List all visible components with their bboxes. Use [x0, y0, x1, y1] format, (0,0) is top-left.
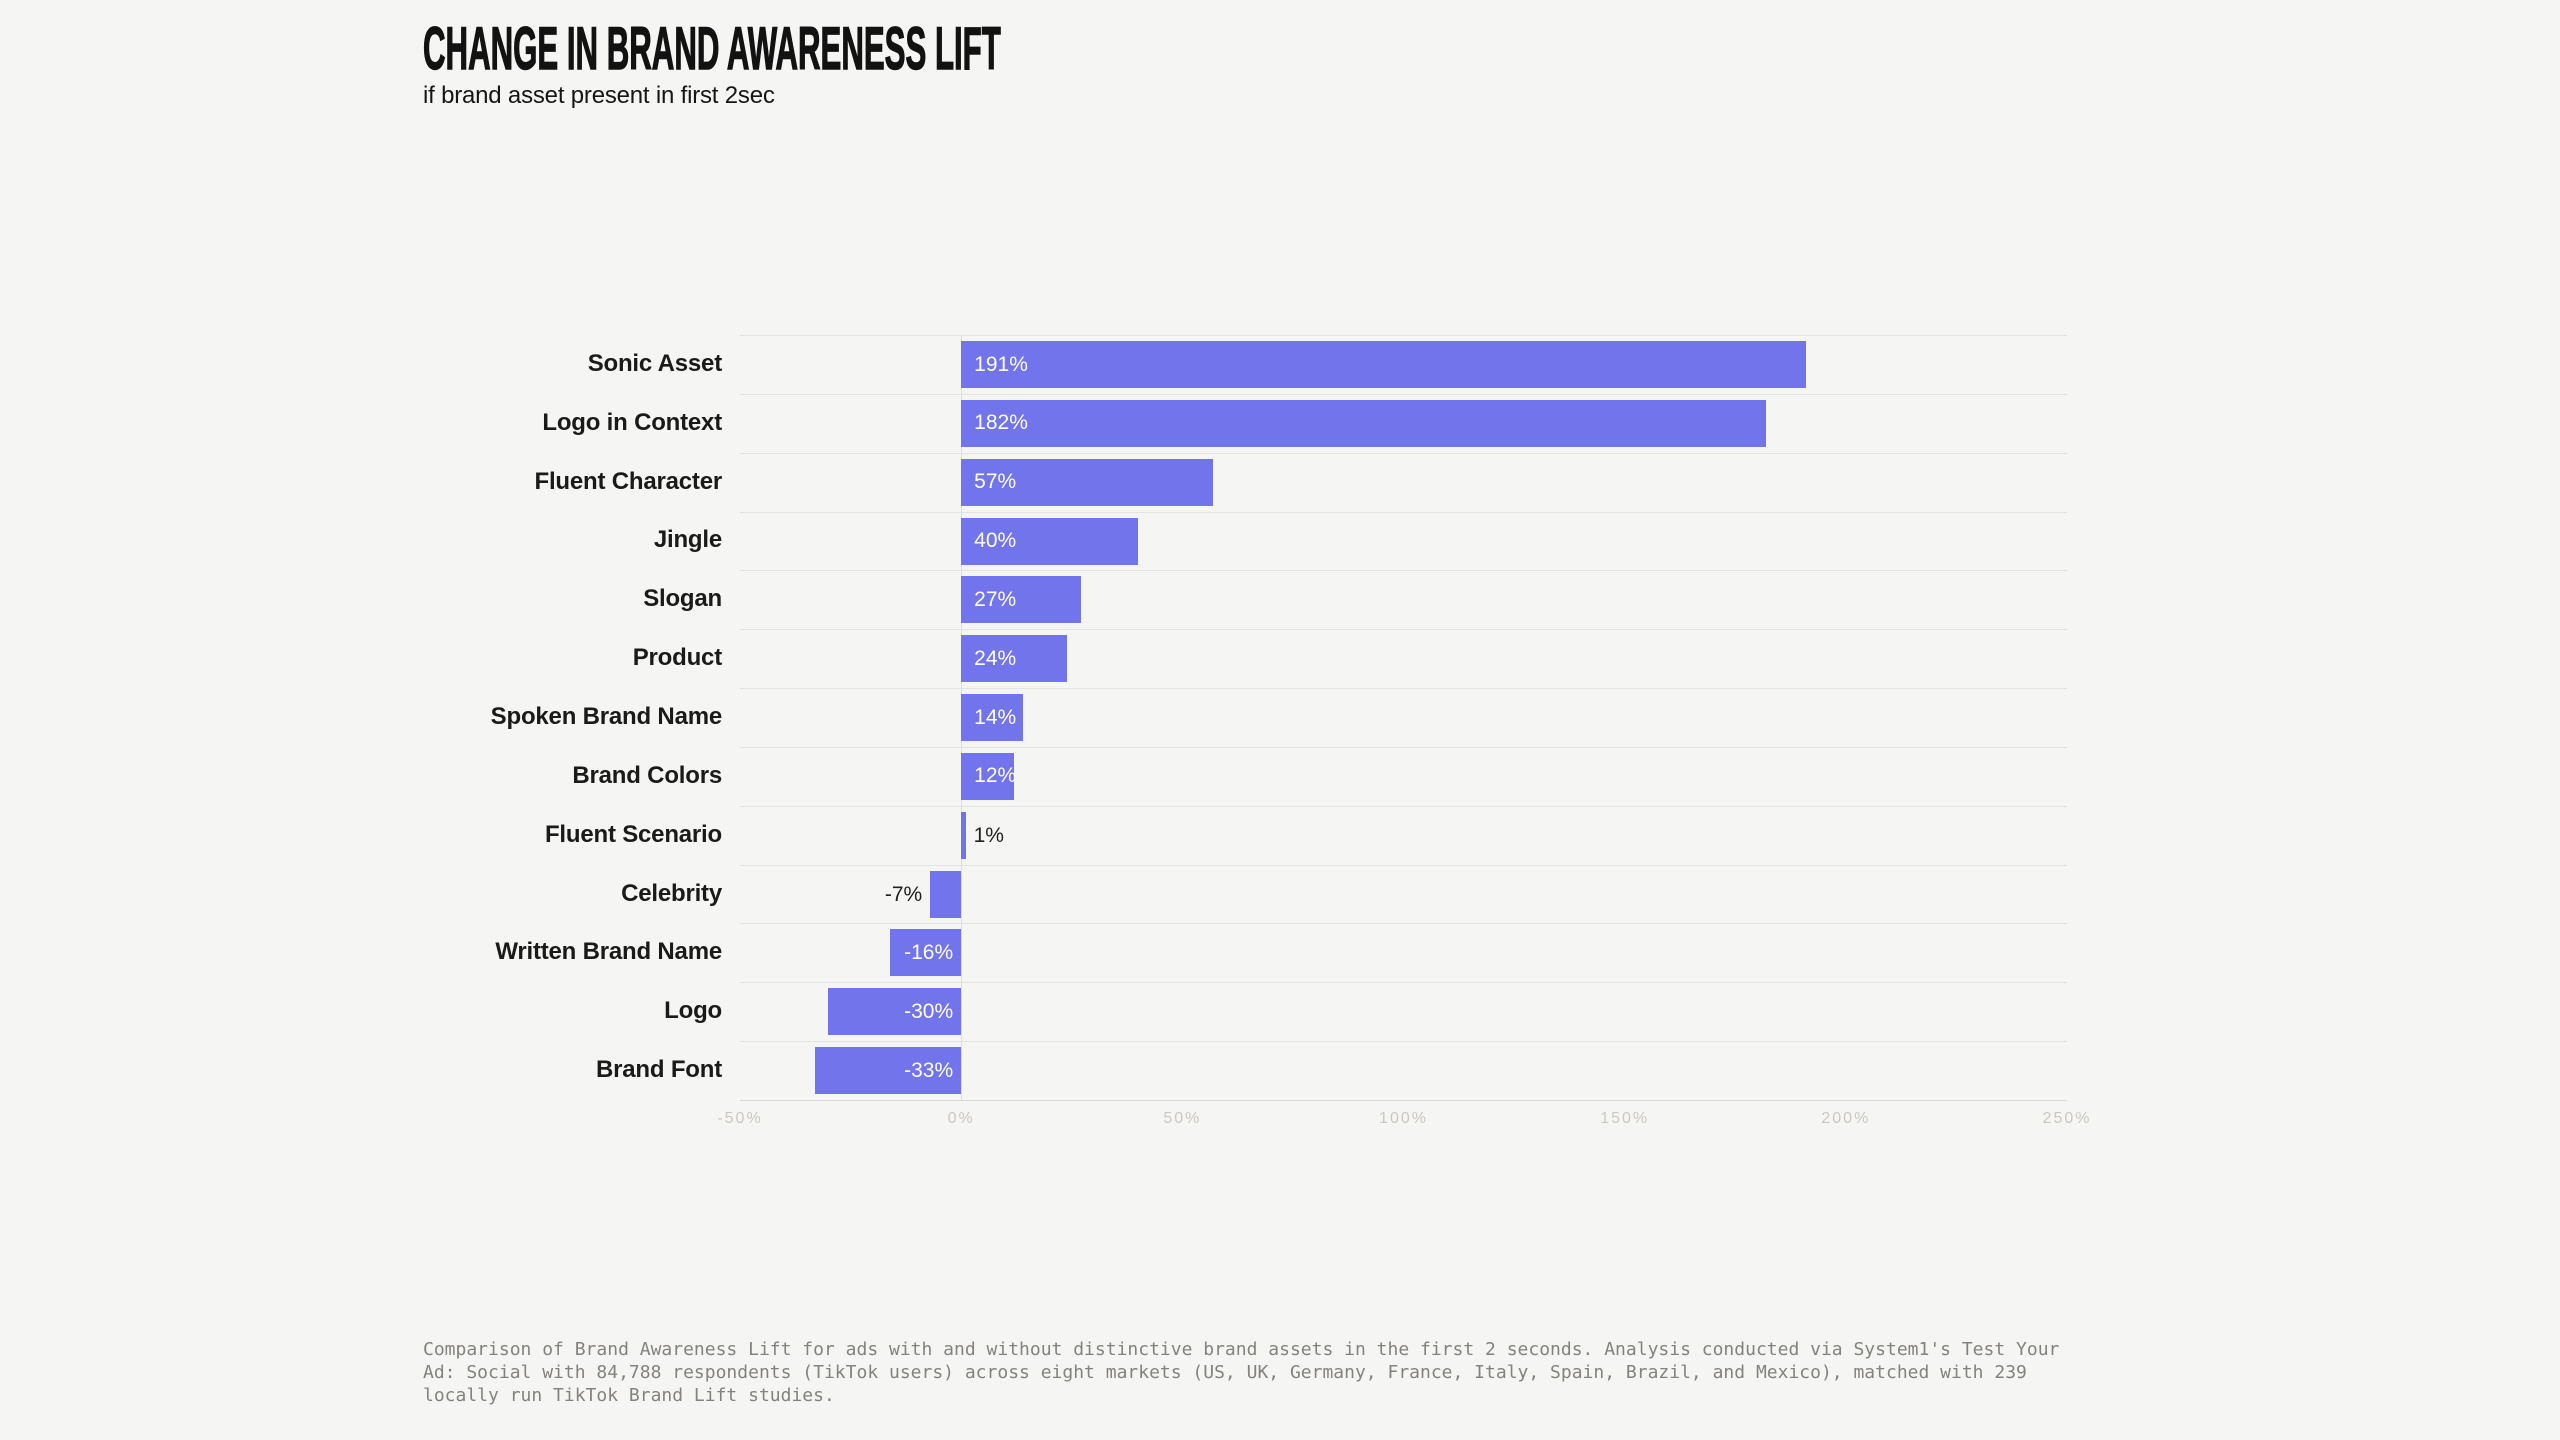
value-label: 191%	[974, 352, 1028, 376]
x-tick-label: 150%	[1600, 1109, 1650, 1127]
category-label: Fluent Scenario	[544, 820, 722, 848]
x-tick-label: 100%	[1379, 1109, 1428, 1127]
category-label: Celebrity	[621, 879, 722, 907]
x-tick-label: -50%	[717, 1109, 763, 1127]
x-tick-label: 50%	[1163, 1109, 1202, 1127]
x-tick-label: 200%	[1821, 1109, 1871, 1127]
value-label: -7%	[884, 882, 923, 906]
row-plot: -7%	[740, 864, 2067, 924]
bar: 57%	[961, 458, 1214, 506]
row-plot: 40%	[740, 511, 2067, 571]
category-label: Brand Colors	[572, 761, 722, 789]
value-label: 40%	[974, 529, 1017, 553]
row-plot: 27%	[740, 570, 2067, 630]
bar: 191%	[961, 341, 1806, 388]
bar: 40%	[961, 517, 1139, 565]
page-subtitle: if brand asset present in first 2sec	[423, 82, 775, 109]
bar	[961, 811, 966, 859]
value-label: 57%	[974, 470, 1017, 494]
value-label: 14%	[974, 705, 1017, 729]
value-label: 1%	[973, 823, 1004, 847]
row-plot: -30%	[740, 982, 2067, 1041]
x-tick-label: 250%	[2042, 1109, 2092, 1127]
category-label: Brand Font	[596, 1056, 722, 1084]
row-plot: 191%	[740, 335, 2067, 394]
category-label: Logo in Context	[542, 408, 722, 436]
bar: 14%	[961, 694, 1024, 742]
bar: 182%	[961, 399, 1767, 447]
row-plot: 14%	[740, 688, 2067, 747]
category-label: Slogan	[643, 585, 722, 613]
category-label: Written Brand Name	[495, 938, 722, 966]
category-label: Jingle	[653, 526, 722, 554]
category-label: Spoken Brand Name	[490, 702, 723, 730]
bar: -16%	[890, 929, 962, 977]
bar: 27%	[961, 576, 1081, 624]
row-plot: 1%	[740, 805, 2067, 865]
bar-chart: Sonic Asset 191% Logo in Context 182% Fluent…	[392, 335, 2089, 1143]
value-label: -33%	[904, 1058, 954, 1082]
value-label: 27%	[974, 587, 1017, 611]
x-axis: -50% 0% 50% 100% 150% 200% 250%	[717, 1099, 2089, 1143]
page-title: CHANGE IN BRAND AWARENESS LIFT	[423, 14, 1002, 82]
value-label: -30%	[904, 999, 954, 1023]
value-label: 24%	[974, 646, 1017, 670]
row-plot: -16%	[740, 923, 2067, 983]
category-label: Logo	[664, 997, 722, 1025]
category-label: Sonic Asset	[587, 349, 722, 377]
row-plot: -33%	[740, 1041, 2067, 1100]
bar	[930, 870, 962, 918]
category-label: Product	[632, 644, 722, 672]
bar: 12%	[961, 752, 1017, 800]
bar: -33%	[815, 1047, 962, 1095]
bar: -30%	[828, 988, 962, 1036]
footnote-caption: Comparison of Brand Awareness Lift for a…	[423, 1339, 2060, 1406]
row-plot: 57%	[740, 452, 2067, 512]
row-plot: 24%	[740, 629, 2067, 688]
value-label: 182%	[974, 411, 1028, 435]
x-tick-label: 0%	[947, 1109, 975, 1127]
chart-header: CHANGE IN BRAND AWARENESS LIFT	[423, 14, 1534, 83]
row-plot: 12%	[740, 746, 2067, 806]
value-label: 12%	[974, 764, 1017, 788]
row-plot: 182%	[740, 393, 2067, 453]
category-label: Fluent Character	[534, 467, 722, 495]
bar: 24%	[961, 635, 1068, 683]
value-label: -16%	[904, 940, 954, 964]
